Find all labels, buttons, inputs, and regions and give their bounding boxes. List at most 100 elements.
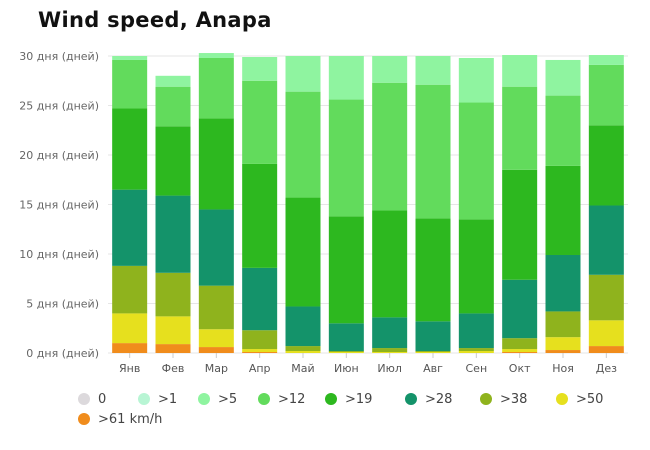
bar-segment <box>502 349 538 353</box>
x-tick-label: Авг <box>423 362 443 375</box>
legend-item: >19 <box>325 390 372 408</box>
bar-segment <box>155 272 191 317</box>
x-tick-label: Мар <box>205 362 228 375</box>
bar-segment <box>372 56 408 83</box>
bar-segment <box>112 313 148 344</box>
legend-item: >38 <box>480 390 527 408</box>
bar-segment <box>588 64 624 126</box>
bar-segment <box>242 163 278 268</box>
bar-segment <box>415 321 451 352</box>
x-tick-label: Сен <box>466 362 488 375</box>
bar-segment <box>112 108 148 190</box>
bar-segment <box>198 53 234 58</box>
bar-segment <box>242 352 278 353</box>
bar-segment <box>588 125 624 206</box>
legend-label: >28 <box>425 391 453 407</box>
bar-segment <box>545 254 581 312</box>
bar-segment <box>328 351 364 353</box>
legend-label: >38 <box>500 391 528 407</box>
legend-swatch <box>138 393 150 405</box>
legend-swatch <box>258 393 270 405</box>
bar-segment <box>328 323 364 352</box>
bar-segment <box>112 56 148 60</box>
bar-segment <box>372 82 408 211</box>
bar-segment <box>112 265 148 314</box>
legend-swatch <box>556 393 568 405</box>
bar-segment <box>372 317 408 349</box>
bar-segment <box>415 351 451 353</box>
legend-swatch <box>78 413 90 425</box>
bar-segment <box>198 347 234 353</box>
legend-swatch <box>325 393 337 405</box>
x-tick-label: Фев <box>162 362 185 375</box>
bar-segment <box>415 84 451 219</box>
bar-segment <box>285 351 321 353</box>
legend-item: >12 <box>258 390 305 408</box>
bar-segment <box>545 311 581 338</box>
bar-segment <box>458 351 494 353</box>
legend-label: >19 <box>345 391 373 407</box>
bar-segment <box>545 95 581 166</box>
x-tick-label: Янв <box>119 362 140 375</box>
legend-label: >12 <box>278 391 306 407</box>
bar-segment <box>198 118 234 210</box>
bar-segment <box>155 86 191 127</box>
bar-segment <box>458 219 494 314</box>
bar-segment <box>588 55 624 65</box>
bar-segment <box>285 306 321 347</box>
bar-segment <box>328 99 364 217</box>
bar-segment <box>588 274 624 321</box>
bar-segment <box>588 346 624 353</box>
bar-segment <box>415 352 451 353</box>
bar-segment <box>112 343 148 353</box>
bar-segment <box>242 267 278 331</box>
y-tick-label: 25 дня (дней) <box>19 100 99 113</box>
bar-segment <box>372 348 408 353</box>
legend-label: 0 <box>98 391 107 407</box>
y-tick-label: 5 дня (дней) <box>26 298 99 311</box>
bar-segment <box>198 285 234 330</box>
bar-segment <box>545 350 581 353</box>
bar-segment <box>502 86 538 170</box>
legend-swatch <box>480 393 492 405</box>
bar-segment <box>458 57 494 103</box>
legend-item: >28 <box>405 390 452 408</box>
bar-segment <box>242 80 278 164</box>
legend-swatch <box>405 393 417 405</box>
y-tick-label: 10 дня (дней) <box>19 248 99 261</box>
bar-segment <box>242 349 278 353</box>
bar-segment <box>502 55 538 87</box>
legend-item: >61 km/h <box>78 410 162 428</box>
bar-segment <box>458 102 494 220</box>
legend-label: >50 <box>576 391 604 407</box>
bar-segment <box>155 126 191 196</box>
legend-label: >5 <box>218 391 238 407</box>
bar-segment <box>242 56 278 81</box>
bar-segment <box>458 348 494 352</box>
x-tick-label: Апр <box>249 362 271 375</box>
bar-segment <box>502 352 538 353</box>
x-tick-label: Июл <box>377 362 402 375</box>
bar-segment <box>328 56 364 100</box>
bar-segment <box>415 218 451 322</box>
chart-title: Wind speed, Anapa <box>38 8 272 32</box>
legend-swatch <box>78 393 90 405</box>
y-tick-label: 30 дня (дней) <box>19 50 99 63</box>
x-tick-label: Май <box>291 362 314 375</box>
bar-segment <box>415 56 451 85</box>
bar-segment <box>502 338 538 350</box>
bar-segment <box>502 279 538 339</box>
bar-segment <box>155 195 191 273</box>
legend-item: >1 <box>138 390 177 408</box>
stacked-bar-chart: 0 дня (дней) 5 дня (дней) 10 дня (дней) 15 … <box>19 50 628 375</box>
bar-segment <box>155 344 191 353</box>
bar-segment <box>285 197 321 307</box>
bar-segment <box>502 169 538 280</box>
legend-item: >5 <box>198 390 237 408</box>
y-tick-label: 15 дня (дней) <box>19 199 99 212</box>
bar-segment <box>372 210 408 318</box>
x-tick-label: Окт <box>509 362 531 375</box>
bar-segment <box>328 352 364 353</box>
legend-swatch <box>198 393 210 405</box>
bar-segment <box>545 59 581 96</box>
